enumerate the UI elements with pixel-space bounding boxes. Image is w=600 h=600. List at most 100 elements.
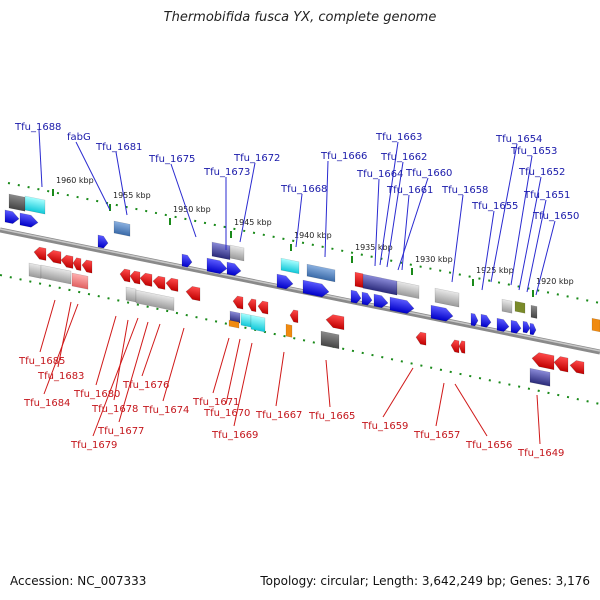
forward-leader-line bbox=[490, 143, 518, 283]
forward-leader-line bbox=[115, 151, 128, 216]
forward-gene-label: Tfu_1666 bbox=[320, 151, 367, 162]
reverse-gene-label: Tfu_1670 bbox=[203, 408, 250, 419]
reverse-gene-label: Tfu_1685 bbox=[18, 356, 65, 367]
forward-gene bbox=[19, 212, 39, 228]
gene-block bbox=[354, 271, 364, 289]
reverse-gene-label: Tfu_1680 bbox=[73, 389, 120, 400]
reverse-leader-line bbox=[325, 359, 331, 408]
reverse-gene bbox=[185, 286, 201, 302]
kbp-tick-label: 1945 kbp bbox=[234, 218, 272, 227]
reverse-leader-line bbox=[382, 367, 414, 418]
reverse-gene bbox=[72, 257, 82, 271]
reverse-gene bbox=[458, 340, 466, 354]
gene-block bbox=[229, 244, 245, 262]
kbp-tick-label: 1920 kbp bbox=[536, 277, 574, 286]
gene-block bbox=[434, 287, 460, 308]
reverse-gene-label: Tfu_1657 bbox=[413, 430, 460, 441]
gene-block bbox=[8, 193, 26, 212]
reverse-gene bbox=[553, 356, 569, 373]
forward-gene-label: Tfu_1655 bbox=[471, 201, 518, 212]
reverse-gene bbox=[81, 259, 93, 274]
reverse-leader-line bbox=[141, 323, 161, 377]
gene-layer bbox=[4, 193, 600, 387]
reverse-gene bbox=[450, 339, 460, 354]
reverse-gene-label: Tfu_1649 bbox=[517, 448, 564, 459]
gene-block bbox=[135, 289, 175, 312]
reverse-gene bbox=[232, 295, 244, 310]
forward-leader-line bbox=[518, 176, 542, 291]
gene-block bbox=[306, 263, 336, 283]
forward-gene-label: Tfu_1663 bbox=[375, 132, 422, 143]
reverse-gene bbox=[257, 300, 269, 315]
reverse-leader-line bbox=[39, 299, 56, 353]
reverse-gene bbox=[531, 352, 555, 371]
kbp-tick-layer: 1960 kbp 1955 kbp 1950 kbp 1945 kbp 1940 kbp… bbox=[52, 176, 574, 297]
reverse-leader-line bbox=[225, 338, 241, 405]
reverse-leader-line bbox=[92, 317, 139, 437]
gene-block bbox=[211, 241, 231, 261]
forward-leader-line bbox=[324, 160, 329, 258]
gene-label-layer: Tfu_1688 fabG Tfu_1681 Tfu_1675 Tfu_1672 Tfu_… bbox=[14, 122, 579, 459]
forward-gene bbox=[510, 319, 522, 334]
gene-block bbox=[28, 262, 42, 279]
reverse-gene-label: Tfu_1656 bbox=[465, 440, 512, 451]
reverse-leader-line bbox=[113, 319, 129, 401]
gene-block bbox=[24, 195, 46, 215]
forward-leader-line bbox=[526, 199, 547, 293]
forward-gene bbox=[470, 312, 479, 327]
forward-leader-line bbox=[38, 129, 43, 188]
forward-gene bbox=[480, 313, 492, 328]
gene-block bbox=[125, 286, 137, 303]
forward-leader-line bbox=[239, 162, 256, 243]
gene-block bbox=[396, 280, 420, 299]
forward-gene-label: Tfu_1650 bbox=[532, 211, 579, 222]
accession-text: Accession: NC_007333 bbox=[10, 574, 147, 588]
forward-gene-label: Tfu_1658 bbox=[441, 185, 488, 196]
forward-gene-label: Tfu_1672 bbox=[233, 153, 280, 164]
reverse-gene bbox=[289, 309, 299, 324]
reverse-gene bbox=[247, 298, 257, 313]
gene-block bbox=[280, 257, 300, 275]
forward-gene-label: Tfu_1651 bbox=[523, 190, 570, 201]
kbp-tick-label: 1935 kbp bbox=[355, 243, 393, 252]
map-title: Thermobifida fusca YX, complete genome bbox=[163, 10, 437, 25]
forward-leader-line bbox=[295, 193, 303, 248]
genome-summary-text: Topology: circular; Length: 3,642,249 bp… bbox=[260, 574, 590, 588]
forward-gene bbox=[226, 261, 242, 276]
gene-block bbox=[240, 312, 252, 328]
reverse-gene-label: Tfu_1676 bbox=[122, 380, 169, 391]
kbp-tick-label: 1960 kbp bbox=[56, 176, 94, 185]
kbp-tick-label: 1940 kbp bbox=[294, 231, 332, 240]
reverse-gene bbox=[33, 246, 47, 261]
reverse-leader-line bbox=[233, 342, 253, 427]
forward-gene bbox=[276, 273, 294, 290]
forward-gene bbox=[373, 293, 389, 309]
gene-block bbox=[362, 273, 398, 296]
gene-block bbox=[250, 314, 266, 333]
gene-block bbox=[530, 304, 538, 319]
gene-block bbox=[514, 300, 526, 314]
forward-gene bbox=[496, 317, 510, 332]
reverse-scale-line bbox=[0, 274, 600, 405]
forward-leader-line bbox=[481, 210, 495, 291]
forward-gene-label: Tfu_1660 bbox=[405, 168, 452, 179]
reverse-gene bbox=[46, 250, 62, 265]
forward-gene bbox=[430, 304, 454, 322]
forward-gene-label: Tfu_1652 bbox=[518, 167, 565, 178]
reverse-leader-line bbox=[454, 383, 488, 437]
gene-block bbox=[113, 220, 131, 237]
forward-leader-line bbox=[170, 163, 197, 238]
reverse-leader-line bbox=[95, 315, 117, 386]
kbp-tick-label: 1925 kbp bbox=[476, 266, 514, 275]
forward-leader-line bbox=[451, 194, 464, 283]
reverse-leader-line bbox=[162, 327, 185, 402]
kbp-tick-label: 1950 kbp bbox=[173, 205, 211, 214]
forward-gene bbox=[522, 320, 531, 334]
forward-gene-label: Tfu_1675 bbox=[148, 154, 195, 165]
reverse-gene-label: Tfu_1683 bbox=[37, 371, 84, 382]
reverse-leader-line bbox=[536, 394, 541, 445]
kbp-tick-label: 1955 kbp bbox=[113, 191, 151, 200]
forward-leader-line bbox=[75, 141, 111, 211]
forward-gene bbox=[4, 209, 20, 224]
